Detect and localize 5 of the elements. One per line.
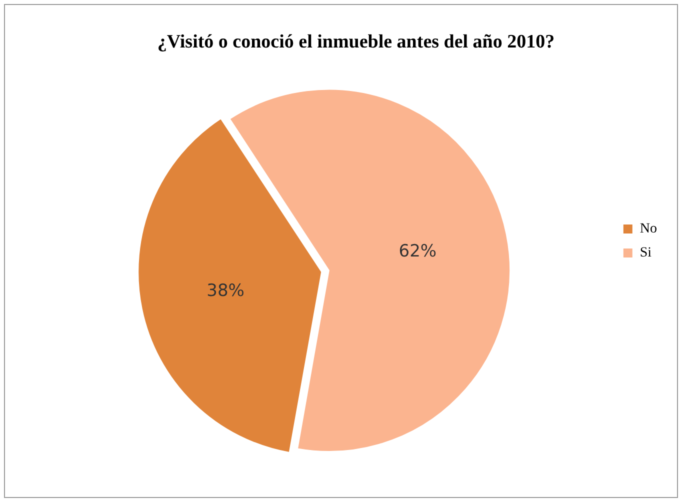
data-label: 38% (206, 281, 244, 302)
legend-label: No (640, 222, 658, 237)
chart-title: ¿Visitó o conoció el inmueble antes del año 2010? (157, 31, 555, 52)
data-label: 62% (398, 242, 437, 262)
legend-label: Si (640, 246, 652, 261)
